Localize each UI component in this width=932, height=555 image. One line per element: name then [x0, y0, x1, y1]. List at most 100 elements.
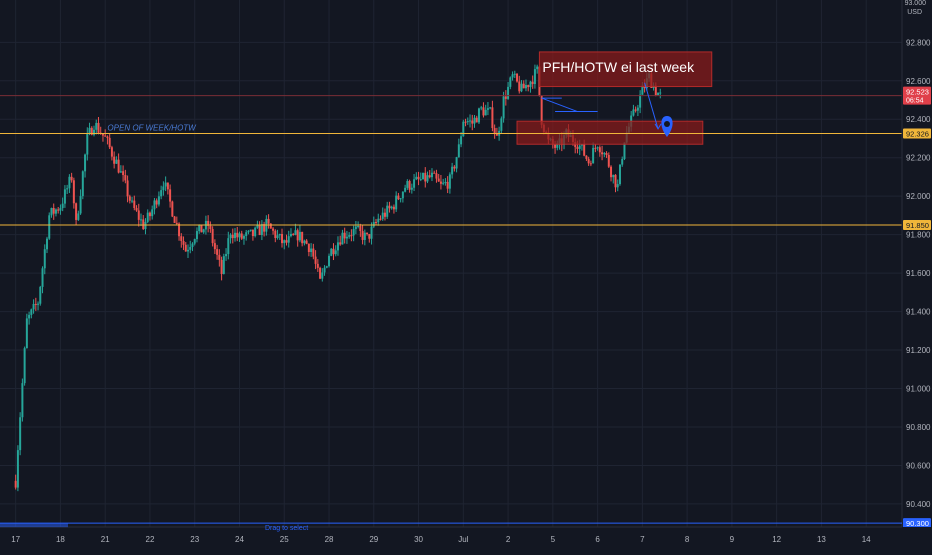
candle-body — [527, 85, 530, 88]
candle-body — [242, 236, 245, 239]
price-badge — [903, 128, 931, 139]
candle-body — [442, 182, 445, 184]
candle-body — [274, 230, 277, 239]
candle-body — [377, 218, 380, 223]
candle-body — [507, 86, 510, 99]
candle-body — [448, 174, 451, 189]
candle-body — [657, 92, 660, 96]
candle-body — [21, 383, 24, 418]
candle-body — [616, 184, 619, 188]
candle-body — [350, 235, 353, 237]
candle-body — [435, 173, 438, 179]
candle-body — [263, 224, 266, 232]
candle-body — [406, 181, 409, 188]
candle-body — [294, 230, 297, 235]
x-tick-label: 7 — [640, 535, 645, 544]
candle-body — [207, 220, 210, 226]
candle-body — [518, 81, 521, 92]
candle-body — [97, 122, 100, 133]
candle-body — [301, 231, 304, 244]
candle-body — [464, 121, 467, 123]
candle-body — [101, 134, 104, 136]
candle-body — [618, 164, 621, 185]
candle-body — [88, 127, 91, 134]
candle-body — [636, 107, 639, 111]
drawn-trend-line[interactable] — [541, 97, 578, 113]
y-tick-label: 91.400 — [906, 308, 931, 317]
candle-body — [408, 181, 411, 190]
candle-body — [251, 229, 254, 237]
supply-zone[interactable] — [538, 51, 713, 88]
candle-body — [211, 228, 214, 244]
candle-body — [343, 232, 346, 239]
candle-body — [524, 85, 527, 89]
candle-body — [148, 212, 151, 217]
candle-body — [236, 232, 239, 238]
candle-body — [594, 147, 597, 149]
arrow-head-icon — [654, 123, 662, 130]
candle-body — [151, 209, 154, 217]
candle-body — [198, 224, 201, 232]
candle-body — [612, 174, 615, 178]
x-tick-label: 30 — [414, 535, 423, 544]
candle-body — [417, 176, 420, 180]
y-tick-label: 91.600 — [906, 269, 931, 278]
candle-body — [189, 247, 192, 250]
candle-body — [187, 249, 190, 252]
candle-body — [375, 222, 378, 224]
candle-body — [471, 120, 474, 124]
candle-body — [359, 226, 362, 232]
candle-body — [589, 163, 592, 165]
price-badge — [903, 220, 931, 231]
candle-body — [119, 171, 122, 173]
drawn-trend-line[interactable] — [644, 82, 659, 130]
candle-body — [659, 92, 662, 94]
candle-body — [444, 181, 447, 183]
y-tick-label: 90.600 — [906, 461, 931, 470]
price-badge-label: 92.523 — [906, 88, 929, 97]
candle-body — [225, 254, 228, 257]
candle-body — [607, 155, 610, 167]
candle-body — [77, 213, 80, 220]
candle-body — [556, 143, 559, 148]
candle-body — [137, 210, 140, 220]
candle-body — [328, 255, 331, 267]
candle-body — [104, 135, 107, 137]
candle-body — [603, 153, 606, 155]
candle-body — [325, 266, 328, 268]
candle-body — [585, 155, 588, 159]
candle-body — [169, 189, 172, 202]
candle-body — [220, 259, 223, 274]
candle-body — [509, 77, 512, 87]
candle-body — [554, 144, 557, 148]
x-tick-label: 28 — [325, 535, 334, 544]
candle-body — [576, 147, 579, 149]
price-axis-top-label: 93.000 — [905, 0, 927, 7]
candle-body — [72, 180, 75, 204]
candle-body — [493, 128, 496, 134]
y-tick-label: 92.000 — [906, 192, 931, 201]
y-tick-label: 90.800 — [906, 423, 931, 432]
candle-body — [469, 120, 472, 122]
candle-body — [348, 235, 351, 237]
y-tick-label: 91.000 — [906, 385, 931, 394]
candle-body — [399, 198, 402, 200]
candle-body — [142, 219, 145, 230]
candle-body — [81, 171, 84, 197]
candle-body — [133, 200, 136, 209]
candle-body — [32, 303, 35, 310]
candle-body — [430, 172, 433, 178]
x-tick-label: 22 — [146, 535, 155, 544]
candle-body — [460, 136, 463, 145]
candle-body — [195, 231, 198, 240]
candle-body — [202, 229, 205, 233]
y-tick-label: 92.600 — [906, 77, 931, 86]
candle-body — [345, 236, 348, 239]
x-tick-label: 29 — [369, 535, 378, 544]
candle-body — [641, 85, 644, 95]
candle-body — [135, 208, 138, 211]
candle-body — [173, 216, 176, 223]
candle-body — [229, 234, 232, 239]
supply-zone[interactable] — [516, 120, 704, 145]
